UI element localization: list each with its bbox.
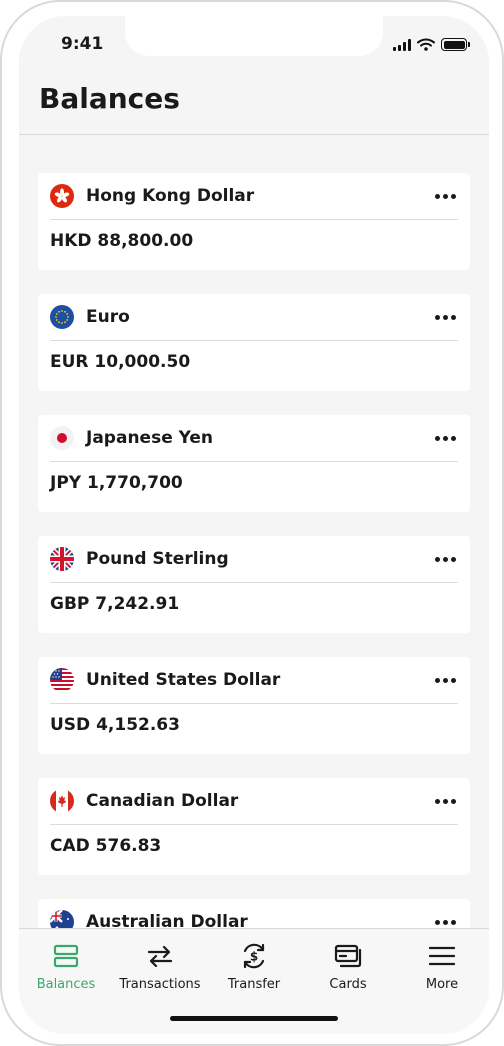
tab-label: Transfer xyxy=(227,977,281,992)
currency-name: Canadian Dollar xyxy=(86,791,239,811)
currency-name: Australian Dollar xyxy=(86,912,248,932)
currency-name: Euro xyxy=(86,307,130,327)
tab-label: Balances xyxy=(36,977,96,992)
balance-card-hkd[interactable]: Hong Kong Dollar HKD 88,800.00 xyxy=(38,173,470,270)
balance-amount: EUR 10,000.50 xyxy=(50,352,191,372)
eu-flag-icon xyxy=(50,305,74,329)
tab-transfer[interactable]: $ Transfer xyxy=(207,941,301,992)
tab-bar: Balances Transactions $ Transfer Cards xyxy=(19,928,489,1034)
signal-icon xyxy=(393,38,411,51)
currency-name: Pound Sterling xyxy=(86,549,229,569)
menu-icon xyxy=(395,941,489,971)
canada-flag-icon xyxy=(50,789,74,813)
status-time: 9:41 xyxy=(61,34,104,54)
japan-flag-icon xyxy=(50,426,74,450)
card-header: Hong Kong Dollar xyxy=(50,173,458,220)
currency-name: United States Dollar xyxy=(86,670,281,690)
tab-label: Transactions xyxy=(119,977,201,992)
balances-list: Hong Kong Dollar HKD 88,800.00 xyxy=(38,173,470,1020)
currency-name: Japanese Yen xyxy=(86,428,214,448)
transactions-icon xyxy=(113,941,207,971)
tab-label: More xyxy=(425,977,459,992)
balance-amount: USD 4,152.63 xyxy=(50,715,180,735)
card-header: Euro xyxy=(50,294,458,341)
more-options-icon[interactable] xyxy=(435,556,456,562)
status-icons xyxy=(393,38,470,51)
header-divider xyxy=(19,134,489,135)
balance-card-eur[interactable]: Euro EUR 10,000.50 xyxy=(38,294,470,391)
balance-amount: HKD 88,800.00 xyxy=(50,231,194,251)
more-options-icon[interactable] xyxy=(435,193,456,199)
balance-card-usd[interactable]: United States Dollar USD 4,152.63 xyxy=(38,657,470,754)
card-header: Japanese Yen xyxy=(50,415,458,462)
tab-balances[interactable]: Balances xyxy=(19,941,113,992)
balance-amount: CAD 576.83 xyxy=(50,836,162,856)
card-header: Canadian Dollar xyxy=(50,778,458,825)
uk-flag-icon xyxy=(50,547,74,571)
cards-icon xyxy=(301,941,395,971)
balance-card-cad[interactable]: Canadian Dollar CAD 576.83 xyxy=(38,778,470,875)
more-options-icon[interactable] xyxy=(435,919,456,925)
screen: 9:41 Balances xyxy=(19,16,489,1034)
notch xyxy=(125,16,383,56)
balance-card-gbp[interactable]: Pound Sterling GBP 7,242.91 xyxy=(38,536,470,633)
more-options-icon[interactable] xyxy=(435,677,456,683)
home-indicator xyxy=(170,1016,338,1021)
balance-amount: GBP 7,242.91 xyxy=(50,594,180,614)
more-options-icon[interactable] xyxy=(435,314,456,320)
more-options-icon[interactable] xyxy=(435,435,456,441)
card-header: Pound Sterling xyxy=(50,536,458,583)
hong-kong-flag-icon xyxy=(50,184,74,208)
wifi-icon xyxy=(417,38,435,51)
tab-cards[interactable]: Cards xyxy=(301,941,395,992)
page-title: Balances xyxy=(39,82,180,115)
card-header: United States Dollar xyxy=(50,657,458,704)
us-flag-icon xyxy=(50,668,74,692)
balances-icon xyxy=(19,941,113,971)
tab-transactions[interactable]: Transactions xyxy=(113,941,207,992)
more-options-icon[interactable] xyxy=(435,798,456,804)
transfer-icon: $ xyxy=(207,941,301,971)
balance-card-jpy[interactable]: Japanese Yen JPY 1,770,700 xyxy=(38,415,470,512)
battery-icon xyxy=(441,38,470,51)
svg-text:$: $ xyxy=(250,950,258,964)
tab-more[interactable]: More xyxy=(395,941,489,992)
balance-amount: JPY 1,770,700 xyxy=(50,473,183,493)
currency-name: Hong Kong Dollar xyxy=(86,186,255,206)
tab-label: Cards xyxy=(329,977,367,992)
